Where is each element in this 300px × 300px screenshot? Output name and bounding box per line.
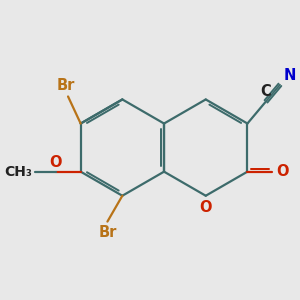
Text: Br: Br — [56, 78, 75, 93]
Text: O: O — [200, 200, 212, 214]
Text: Br: Br — [98, 225, 117, 240]
Text: O: O — [276, 164, 288, 179]
Text: N: N — [284, 68, 296, 83]
Text: CH₃: CH₃ — [4, 165, 32, 179]
Text: O: O — [50, 155, 62, 170]
Text: C: C — [261, 85, 272, 100]
